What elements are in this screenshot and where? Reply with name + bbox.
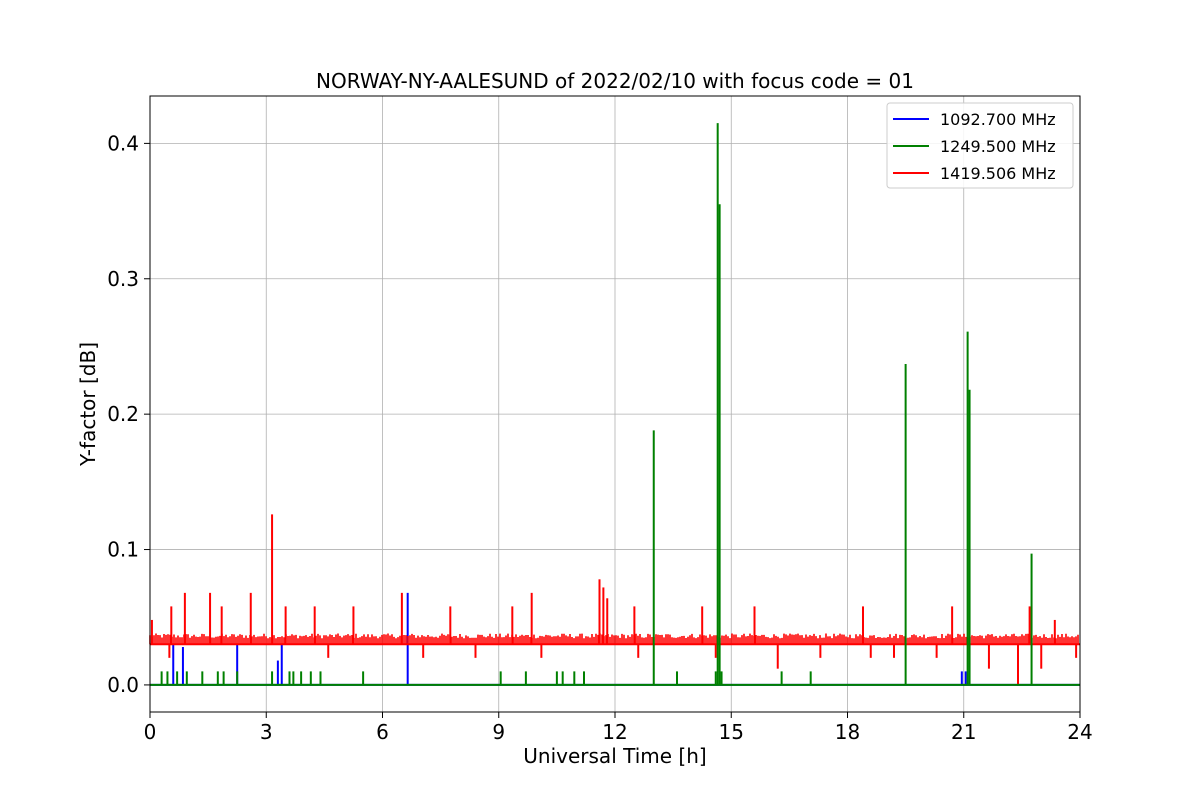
y-tick-label: 0.0: [107, 673, 139, 697]
y-tick-label: 0.4: [107, 131, 139, 155]
x-tick-label: 0: [144, 720, 157, 744]
y-tick-label: 0.2: [107, 402, 139, 426]
series-1: [150, 123, 1080, 686]
legend-label: 1249.500 MHz: [940, 137, 1056, 156]
x-tick-label: 18: [835, 720, 860, 744]
series-layer: [149, 123, 1080, 686]
x-axis-label: Universal Time [h]: [523, 744, 706, 768]
series-2: [149, 514, 1080, 685]
x-tick-label: 6: [376, 720, 389, 744]
x-tick-label: 21: [951, 720, 976, 744]
x-tick-label: 9: [492, 720, 505, 744]
legend-label: 1419.506 MHz: [940, 164, 1056, 183]
chart-title: NORWAY-NY-AALESUND of 2022/02/10 with fo…: [316, 69, 914, 93]
legend-label: 1092.700 MHz: [940, 110, 1056, 129]
legend-box: [886, 102, 1074, 189]
x-tick-label: 24: [1067, 720, 1092, 744]
x-tick-label: 3: [260, 720, 273, 744]
legend: 1092.700 MHz 1249.500 MHz 1419.506 MHz: [886, 102, 1074, 189]
tick-layer: 0 3 6 9 12 15 18 21 24 0.0 0.1 0.2 0.3 0.4: [107, 131, 1093, 744]
y-axis-label: Y-factor [dB]: [76, 342, 100, 467]
y-tick-label: 0.3: [107, 267, 139, 291]
x-tick-label: 12: [602, 720, 627, 744]
x-tick-label: 15: [719, 720, 744, 744]
y-tick-label: 0.1: [107, 538, 139, 562]
